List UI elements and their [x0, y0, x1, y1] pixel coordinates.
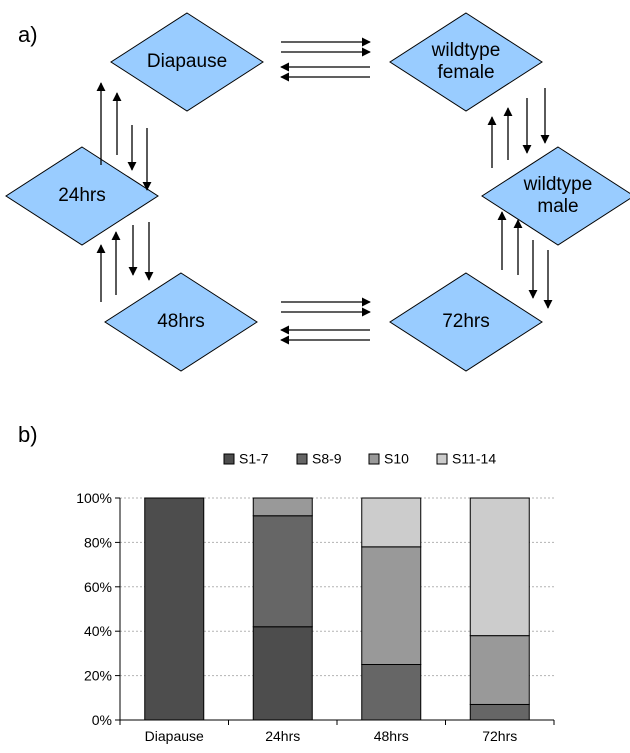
x-tick-label: 72hrs	[482, 728, 517, 744]
legend-swatch-S10	[368, 453, 380, 465]
legend-swatch-S11-14	[436, 453, 448, 465]
bar-segment-S8-9-48hrs	[361, 664, 422, 721]
y-tick-label: 0%	[92, 712, 112, 728]
y-tick-label: 60%	[84, 579, 112, 595]
node-shape-24hrs	[5, 146, 159, 246]
node-label-wildtype-male: male	[537, 196, 578, 217]
legend-label-S1-7: S1-7	[239, 451, 269, 467]
legend-label-S8-9: S8-9	[312, 451, 342, 467]
y-tick-label: 20%	[84, 668, 112, 684]
bar-segment-S1-7-Diapause	[144, 497, 205, 721]
node-label-diapause: Diapause	[147, 51, 227, 72]
y-tick-label: 100%	[76, 490, 112, 506]
node-label-wildtype-female: wildtype	[431, 40, 501, 61]
bar-segment-S1-7-24hrs	[252, 626, 313, 721]
bar-segment-S10-24hrs	[252, 497, 313, 517]
bar-segment-S10-48hrs	[361, 546, 422, 665]
node-diapause: Diapause	[110, 12, 264, 112]
bar-segment-S8-9-24hrs	[252, 515, 313, 628]
node-48hrs: 48hrs	[104, 272, 258, 372]
node-label-72hrs: 72hrs	[442, 311, 490, 332]
bar-segment-S11-14-48hrs	[361, 497, 422, 548]
x-tick-label: 48hrs	[374, 728, 409, 744]
node-label-wildtype-male: wildtype	[523, 174, 593, 195]
stacked-bar-chart: S1-7 S8-9 S10 S11-14 0% 20% 40% 60% 80% 100% Diapa…	[76, 451, 555, 744]
bar-segment-S8-9-72hrs	[469, 703, 530, 721]
legend-label-S10: S10	[384, 451, 409, 467]
legend-label-S11-14: S11-14	[452, 451, 496, 467]
node-shape-diapause	[110, 12, 264, 112]
node-label-24hrs: 24hrs	[58, 185, 106, 206]
legend-swatch-S8-9	[296, 453, 308, 465]
node-label-wildtype-female: female	[437, 62, 494, 83]
node-label-48hrs: 48hrs	[157, 311, 205, 332]
panel-label-a: a)	[18, 22, 38, 47]
x-tick-label: Diapause	[145, 728, 204, 744]
node-shape-48hrs	[104, 272, 258, 372]
node-shape-wildtype-male	[481, 146, 630, 246]
bar-segment-S10-72hrs	[469, 635, 530, 705]
node-72hrs: 72hrs	[389, 272, 543, 372]
x-tick-label: 24hrs	[265, 728, 300, 744]
node-shape-72hrs	[389, 272, 543, 372]
y-tick-label: 80%	[84, 534, 112, 550]
panel-label-b: b)	[18, 422, 38, 447]
node-24hrs: 24hrs	[5, 146, 159, 246]
bar-segment-S11-14-72hrs	[469, 497, 530, 637]
node-shape-wildtype-female	[389, 12, 543, 112]
network-diagram: Diapausewildtypefemale24hrswildtypemale4…	[5, 12, 630, 372]
legend-swatch-S1-7	[223, 453, 235, 465]
y-tick-label: 40%	[84, 623, 112, 639]
